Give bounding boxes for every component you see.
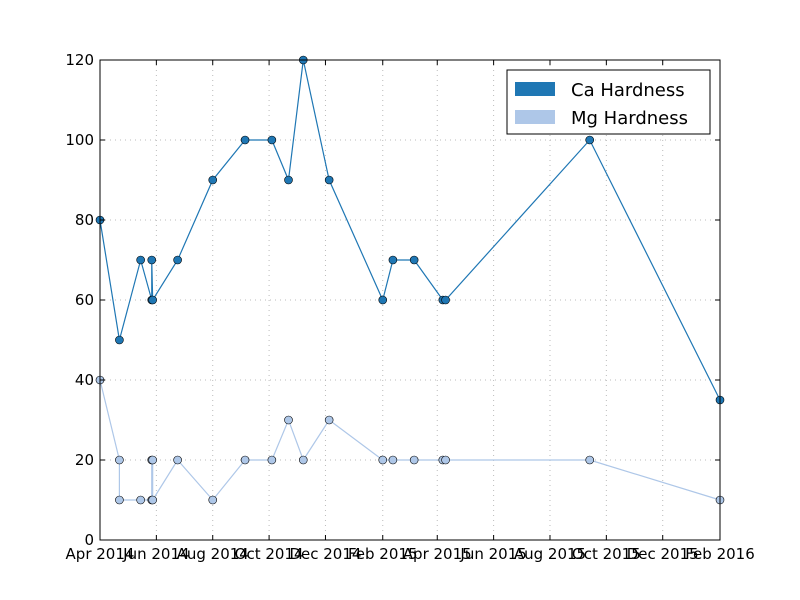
series-line bbox=[99, 59, 721, 401]
x-tick-label: Aug 2014 bbox=[177, 545, 249, 563]
x-tick-label: Jun 2014 bbox=[122, 545, 189, 563]
x-tick-label: Dec 2015 bbox=[627, 545, 699, 563]
data-point bbox=[267, 455, 277, 465]
data-point bbox=[208, 175, 218, 185]
data-point bbox=[585, 455, 595, 465]
data-point bbox=[441, 295, 450, 305]
data-point bbox=[388, 255, 398, 265]
data-point bbox=[148, 455, 157, 465]
x-tick-label: Apr 2015 bbox=[403, 545, 472, 563]
series-line bbox=[99, 379, 721, 503]
y-tick-label: 100 bbox=[65, 131, 94, 149]
y-tick-label: 20 bbox=[75, 451, 94, 469]
data-point bbox=[136, 255, 145, 265]
data-point bbox=[409, 455, 419, 465]
data-point bbox=[240, 455, 250, 465]
legend: Ca Hardness Mg Hardness bbox=[506, 69, 711, 135]
data-point bbox=[173, 255, 182, 265]
data-point bbox=[585, 135, 595, 145]
data-point bbox=[409, 255, 419, 265]
x-tick-label: Feb 2016 bbox=[685, 545, 755, 563]
legend-label: Ca Hardness bbox=[571, 80, 685, 101]
data-point bbox=[115, 335, 124, 345]
x-tick-label: Jun 2015 bbox=[459, 545, 526, 563]
data-point bbox=[173, 455, 182, 465]
data-point bbox=[378, 295, 388, 305]
x-tick-label: Dec 2014 bbox=[289, 545, 361, 563]
data-point bbox=[115, 495, 124, 505]
y-tick-label: 0 bbox=[84, 531, 94, 549]
x-tick-label: Oct 2014 bbox=[235, 545, 304, 563]
data-point bbox=[147, 255, 157, 265]
series-layer bbox=[95, 55, 725, 505]
data-point bbox=[324, 415, 334, 425]
data-point bbox=[267, 135, 277, 145]
legend-swatch bbox=[515, 82, 555, 96]
data-point bbox=[115, 455, 124, 465]
y-tick-label: 80 bbox=[75, 211, 94, 229]
data-point bbox=[388, 455, 398, 465]
data-point bbox=[324, 175, 334, 185]
x-tick-label: Apr 2014 bbox=[66, 545, 135, 563]
y-tick-label: 60 bbox=[75, 291, 94, 309]
x-tick-label: Feb 2015 bbox=[348, 545, 418, 563]
series-1 bbox=[95, 375, 725, 505]
data-point bbox=[148, 495, 157, 505]
data-point bbox=[284, 415, 293, 425]
data-point bbox=[136, 495, 145, 505]
data-point bbox=[284, 175, 293, 185]
data-point bbox=[240, 135, 250, 145]
data-point bbox=[441, 455, 450, 465]
y-tick-label: 120 bbox=[65, 51, 94, 69]
series-0 bbox=[95, 55, 725, 405]
x-tick-label: Aug 2015 bbox=[514, 545, 586, 563]
data-point bbox=[148, 295, 157, 305]
data-point bbox=[378, 455, 388, 465]
legend-swatch bbox=[515, 110, 555, 124]
y-tick-label: 40 bbox=[75, 371, 94, 389]
legend-label: Mg Hardness bbox=[571, 108, 688, 129]
x-tick-label: Oct 2015 bbox=[572, 545, 641, 563]
data-point bbox=[298, 455, 308, 465]
data-point bbox=[208, 495, 218, 505]
